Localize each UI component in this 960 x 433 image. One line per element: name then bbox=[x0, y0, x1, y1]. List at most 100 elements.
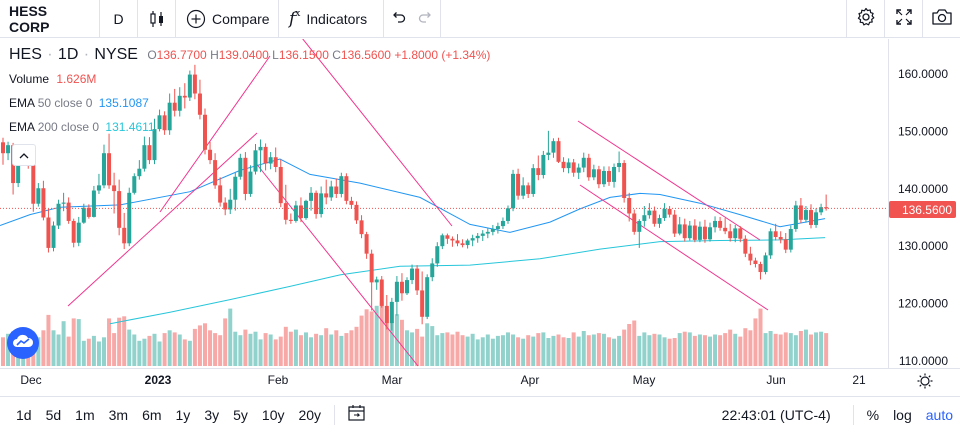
ema50-legend[interactable]: EMA 50 close 0 135.1087 bbox=[9, 96, 149, 110]
candle-body bbox=[177, 95, 182, 111]
candle-body bbox=[102, 153, 106, 186]
range-5d[interactable]: 5d bbox=[45, 407, 62, 423]
gear-icon bbox=[856, 7, 876, 32]
volume-bar bbox=[329, 334, 334, 366]
undo-button[interactable] bbox=[384, 0, 412, 38]
volume-bar bbox=[96, 341, 101, 366]
trendlines[interactable] bbox=[67, 39, 769, 367]
redo-icon bbox=[418, 9, 434, 28]
interval-button[interactable]: D bbox=[100, 0, 138, 38]
candle-body bbox=[753, 260, 758, 264]
candle-body bbox=[591, 169, 596, 178]
ema200-params: 200 close 0 bbox=[37, 120, 100, 134]
volume-bar bbox=[61, 321, 66, 366]
ema50-value: 135.1087 bbox=[98, 96, 149, 110]
candle-body bbox=[248, 171, 253, 194]
candle-body bbox=[571, 162, 576, 173]
trendline[interactable] bbox=[159, 55, 271, 213]
candle-body bbox=[566, 162, 571, 169]
price-axis-separator bbox=[888, 39, 889, 369]
price-chart[interactable]: 160.0000 150.0000 140.0000 130.0000 120.0000… bbox=[0, 39, 960, 395]
volume-bar bbox=[662, 337, 667, 366]
time-tick-label: May bbox=[633, 373, 656, 387]
volume-bar bbox=[298, 335, 303, 366]
goto-date-button[interactable] bbox=[341, 404, 373, 427]
clock-display[interactable]: 22:43:01 (UTC-4) bbox=[721, 407, 831, 423]
compare-button[interactable]: Compare bbox=[176, 0, 279, 38]
volume-bar bbox=[566, 338, 571, 366]
volume-bar bbox=[319, 335, 324, 366]
trendline[interactable] bbox=[579, 184, 769, 311]
compare-label: Compare bbox=[212, 10, 270, 27]
price-axis[interactable]: 160.0000 150.0000 140.0000 130.0000 120.0000… bbox=[898, 67, 948, 368]
candle-body bbox=[36, 188, 41, 204]
trendline[interactable] bbox=[298, 39, 453, 227]
volume-legend[interactable]: Volume 1.626M bbox=[9, 72, 96, 86]
candle-body bbox=[425, 277, 430, 317]
candle-body bbox=[586, 157, 591, 178]
candle-body bbox=[803, 210, 808, 220]
candle-body bbox=[440, 235, 445, 247]
range-3y[interactable]: 3y bbox=[204, 407, 220, 423]
candle-body bbox=[798, 205, 803, 220]
volume-bar bbox=[379, 301, 384, 366]
range-6m[interactable]: 6m bbox=[142, 407, 162, 423]
chart-type-button[interactable] bbox=[138, 0, 176, 38]
candle-body bbox=[112, 185, 117, 192]
bottom-right-divider bbox=[852, 405, 854, 425]
volume-bar bbox=[743, 328, 748, 366]
log-scale-toggle[interactable]: log bbox=[893, 407, 912, 423]
volume-bar bbox=[612, 338, 617, 366]
tradingview-logo[interactable] bbox=[7, 327, 39, 359]
ema200-line bbox=[109, 237, 826, 325]
range-10y[interactable]: 10y bbox=[261, 407, 285, 423]
volume-bar bbox=[667, 338, 672, 366]
range-5y[interactable]: 5y bbox=[233, 407, 248, 423]
range-3m[interactable]: 3m bbox=[108, 407, 129, 423]
percent-scale-toggle[interactable]: % bbox=[866, 407, 880, 423]
volume-bar bbox=[364, 309, 369, 366]
candle-body bbox=[662, 208, 667, 219]
auto-scale-toggle[interactable]: auto bbox=[925, 407, 953, 423]
symbol-search-button[interactable]: HESS CORP bbox=[0, 0, 100, 38]
candle-body bbox=[213, 160, 218, 186]
snapshot-button[interactable] bbox=[922, 0, 960, 38]
range-1m[interactable]: 1m bbox=[75, 407, 95, 423]
candle-body bbox=[122, 227, 127, 244]
candle-body bbox=[475, 235, 480, 239]
candle-body bbox=[283, 203, 288, 220]
time-axis-settings-button[interactable] bbox=[916, 372, 934, 390]
trendline[interactable] bbox=[67, 132, 258, 307]
candle-body bbox=[61, 202, 66, 204]
range-20y[interactable]: 20y bbox=[298, 407, 322, 423]
range-1d[interactable]: 1d bbox=[16, 407, 32, 423]
ema200-legend[interactable]: EMA 200 close 0 131.4611 bbox=[9, 120, 155, 134]
candle-body bbox=[687, 225, 692, 239]
volume-bar bbox=[440, 333, 445, 366]
candle-body bbox=[420, 290, 425, 317]
volume-bar bbox=[293, 329, 298, 366]
time-axis-labels[interactable]: Dec 2023 Feb Mar Apr May Jun 21 bbox=[20, 373, 866, 387]
candle-body bbox=[389, 301, 394, 324]
volume-bar bbox=[132, 334, 137, 366]
settings-button[interactable] bbox=[846, 0, 884, 38]
candle-body bbox=[258, 146, 263, 151]
volume-bar bbox=[167, 330, 172, 366]
legend-collapse-button[interactable] bbox=[12, 144, 36, 166]
volume-bar bbox=[384, 309, 389, 366]
range-1y[interactable]: 1y bbox=[175, 407, 191, 423]
redo-button[interactable] bbox=[412, 0, 441, 38]
fullscreen-button[interactable] bbox=[884, 0, 922, 38]
volume-bar bbox=[809, 334, 813, 366]
candle-body bbox=[612, 166, 617, 182]
candle-body bbox=[410, 268, 415, 281]
candle-body bbox=[394, 281, 399, 302]
volume-bar bbox=[228, 308, 233, 366]
volume-bar bbox=[192, 328, 197, 366]
trendline[interactable] bbox=[577, 120, 761, 241]
volume-bar bbox=[430, 326, 435, 366]
candle-body bbox=[304, 200, 308, 219]
candle-body bbox=[793, 205, 798, 229]
main-series-legend[interactable]: HES · 1D · NYSE O136.7700 H139.0400 L136… bbox=[9, 46, 491, 63]
